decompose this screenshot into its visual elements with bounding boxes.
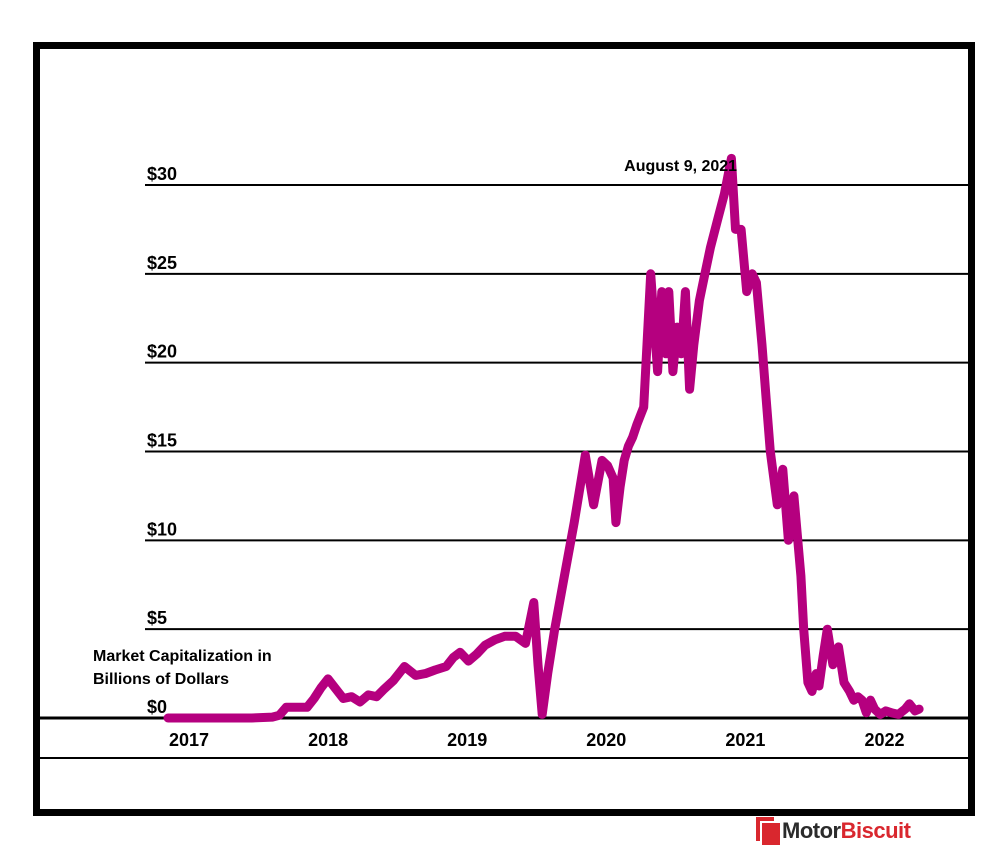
x-tick-label-2021: 2021 bbox=[725, 730, 765, 750]
y-tick-label-25: $25 bbox=[147, 253, 177, 273]
series-line-market-cap bbox=[163, 153, 924, 723]
logo-text-part1: Motor bbox=[782, 818, 841, 843]
y-axis-ticks: $0 $5 $10 $15 $20 $25 $30 bbox=[147, 164, 177, 717]
logo-text-part2: Biscuit bbox=[840, 818, 911, 843]
chart: $0 $5 $10 $15 $20 $25 $30 2017 2018 2019 2020 2021… bbox=[40, 153, 968, 759]
chart-frame: $0 $5 $10 $15 $20 $25 $30 2017 2018 2019 2020 2021… bbox=[33, 42, 975, 845]
x-tick-label-2017: 2017 bbox=[169, 730, 209, 750]
y-axis-label-line-1: Market Capitalization in bbox=[93, 648, 272, 665]
y-tick-label-10: $10 bbox=[147, 519, 177, 539]
y-tick-label-30: $30 bbox=[147, 164, 177, 184]
x-tick-label-2020: 2020 bbox=[586, 730, 626, 750]
x-tick-label-2018: 2018 bbox=[308, 730, 348, 750]
y-tick-label-0: $0 bbox=[147, 697, 167, 717]
gridlines bbox=[40, 184, 968, 759]
motorbiscuit-logo: MotorBiscuit bbox=[756, 815, 911, 847]
y-axis-label-line-2: Billions of Dollars bbox=[93, 671, 229, 688]
y-tick-label-15: $15 bbox=[147, 431, 177, 451]
peak-annotation: August 9, 2021 bbox=[624, 158, 737, 175]
logo-mark-icon bbox=[756, 817, 780, 845]
x-tick-label-2022: 2022 bbox=[864, 730, 904, 750]
y-tick-label-5: $5 bbox=[147, 608, 167, 628]
y-tick-label-20: $20 bbox=[147, 342, 177, 362]
x-tick-label-2019: 2019 bbox=[447, 730, 487, 750]
x-axis-ticks: 2017 2018 2019 2020 2021 2022 bbox=[169, 730, 905, 750]
